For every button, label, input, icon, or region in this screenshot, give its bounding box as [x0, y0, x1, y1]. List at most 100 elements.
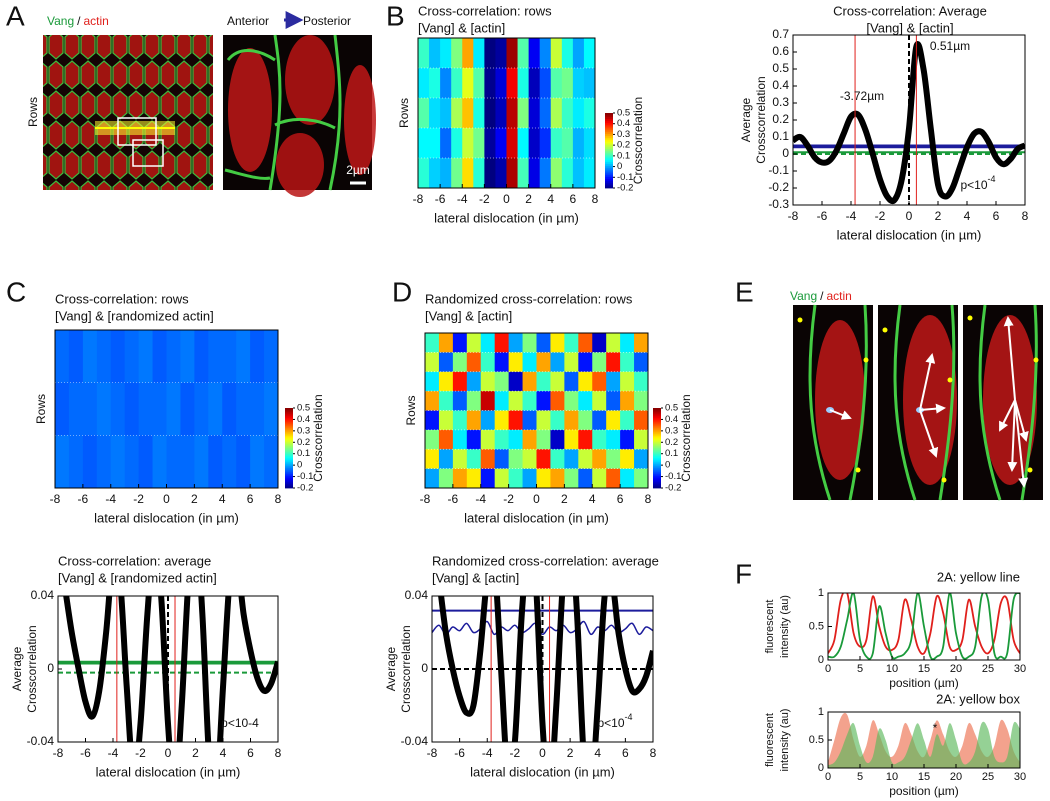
colorbar-step — [285, 412, 293, 415]
heatmap-cell — [517, 128, 530, 159]
heatmap-cell — [539, 158, 552, 188]
heatmap-cell — [606, 371, 621, 392]
heatmap-cell — [440, 128, 452, 159]
x-tick-label: -8 — [788, 209, 799, 223]
chart-subtitle: [Vang] & [randomized actin] — [55, 308, 214, 323]
colorbar-step — [653, 438, 661, 441]
heatmap-cell — [606, 429, 621, 450]
chart-title: 2A: yellow box — [936, 691, 1020, 706]
x-tick-label: -2 — [133, 492, 144, 506]
heatmap-cell — [429, 38, 441, 69]
x-tick-label: 6 — [570, 192, 577, 206]
annotation-superscript: -4 — [625, 712, 633, 722]
colorbar-step — [285, 470, 293, 473]
heatmap-cell — [451, 98, 463, 129]
colorbar-step — [285, 416, 293, 419]
colorbar-step — [605, 167, 613, 170]
heatmap-cell — [620, 429, 635, 450]
heatmap-cell — [429, 98, 441, 129]
heatmap-cell — [536, 352, 551, 373]
colorbar-step — [653, 432, 661, 435]
x-axis-label: lateral dislocation (in µm) — [837, 227, 982, 242]
heatmap-cell — [522, 449, 537, 470]
colorbar-label: Crosscorrelation — [679, 394, 693, 481]
heatmap-cell — [592, 371, 607, 392]
heatmap-cell — [550, 158, 563, 188]
colorbar-step — [605, 173, 613, 176]
colorbar-step — [285, 408, 293, 411]
colorbar-step — [653, 420, 661, 423]
y-tick-label: 0.4 — [772, 78, 789, 92]
y-tick-label: 0.5 — [809, 620, 824, 632]
heatmap-cell — [425, 468, 440, 488]
heatmap-cell — [68, 382, 84, 436]
heatmap-cell — [634, 391, 648, 411]
x-tick-label: 0 — [165, 746, 172, 760]
x-tick-label: 20 — [950, 663, 962, 675]
x-tick-label: 8 — [650, 746, 657, 760]
annotation-superscript: -4 — [988, 174, 996, 184]
heatmap-cell — [466, 449, 482, 470]
heatmap-cell — [194, 382, 209, 436]
heatmap-cell — [550, 38, 563, 69]
heatmap-cell — [550, 68, 563, 99]
y-tick-label: 0 — [421, 661, 428, 675]
heatmap-cell — [508, 449, 524, 470]
colorbar-step — [653, 468, 661, 471]
colorbar-tick-label: 0.5 — [617, 108, 630, 119]
heatmap-cell — [536, 333, 551, 353]
heatmap-cell — [495, 128, 507, 159]
plot-area — [793, 35, 1025, 205]
plot-area — [828, 712, 1020, 768]
panel-letter: A — [6, 0, 25, 31]
heatmap-cell — [425, 371, 440, 392]
x-tick-label: -8 — [50, 492, 61, 506]
chart-title: Randomized cross-correlation: average — [432, 553, 659, 568]
colorbar-step — [605, 182, 613, 185]
y-tick-label: 0.2 — [772, 112, 789, 126]
x-tick-label: 0 — [533, 492, 540, 506]
colorbar-tick-label: 0 — [617, 161, 622, 172]
colorbar-tick-label: 0.4 — [665, 414, 678, 425]
colorbar-step — [605, 120, 613, 123]
heatmap-cell — [578, 391, 593, 411]
panel-letters: A B C D E F — [6, 0, 754, 589]
heatmap-cell — [508, 429, 524, 450]
x-tick-label: 2 — [191, 492, 198, 506]
colorbar-tick-label: -0.1 — [297, 471, 313, 482]
x-tick-label: -2 — [503, 492, 514, 506]
heatmap-cell — [438, 333, 454, 353]
heatmap-cell — [152, 330, 167, 384]
y-tick-label: -0.3 — [768, 197, 789, 211]
heatmap-cell — [561, 158, 574, 188]
heatmap-cell — [528, 68, 541, 99]
heatmap-cell — [506, 38, 519, 69]
heatmap-cell — [536, 391, 551, 411]
heatmap-cell — [550, 333, 565, 353]
heatmap-cell — [522, 410, 537, 431]
y-tick-label: 0.04 — [405, 588, 429, 602]
heatmap-cell — [452, 371, 468, 392]
x-tick-label: 2 — [525, 192, 532, 206]
x-tick-label: 6 — [617, 492, 624, 506]
heatmap-cell — [517, 98, 530, 129]
chart-subtitle: [Vang] & [actin] — [432, 570, 519, 585]
heatmap-cell — [82, 330, 98, 384]
colorbar-step — [653, 424, 661, 427]
heatmap-cell — [418, 38, 430, 69]
panel-letter: E — [735, 276, 754, 307]
x-tick-label: 6 — [622, 746, 629, 760]
heatmap-cell — [550, 371, 565, 392]
heatmap-cell — [592, 352, 607, 373]
colorbar-step — [605, 128, 613, 131]
colorbar-step — [285, 428, 293, 431]
colorbar-step — [653, 456, 661, 459]
colorbar-step — [605, 150, 613, 153]
stain: / — [820, 289, 824, 303]
line — [63, 596, 278, 742]
stain: actin — [826, 289, 851, 303]
heatmap-cell — [438, 371, 454, 392]
heatmap-cell — [578, 468, 593, 488]
colorbar-step — [605, 163, 613, 166]
colorbar-tick-label: -0.1 — [665, 471, 681, 482]
